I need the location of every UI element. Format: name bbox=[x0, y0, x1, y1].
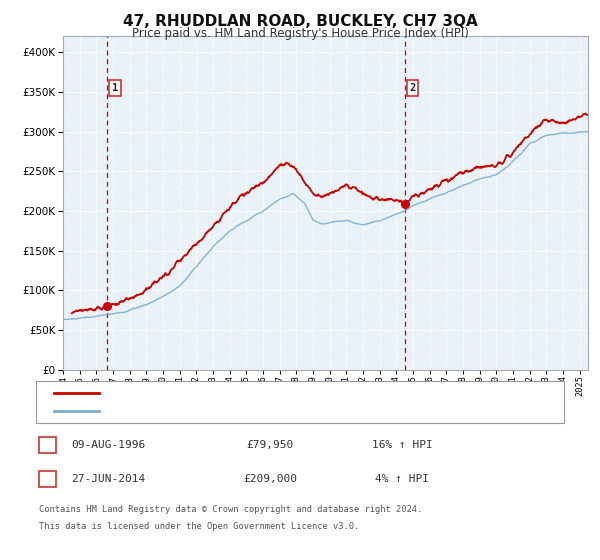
Text: 47, RHUDDLAN ROAD, BUCKLEY, CH7 3QA: 47, RHUDDLAN ROAD, BUCKLEY, CH7 3QA bbox=[122, 14, 478, 29]
Text: £79,950: £79,950 bbox=[247, 440, 293, 450]
Text: 1: 1 bbox=[112, 83, 118, 93]
Text: 47, RHUDDLAN ROAD, BUCKLEY, CH7 3QA (detached house): 47, RHUDDLAN ROAD, BUCKLEY, CH7 3QA (det… bbox=[105, 388, 430, 398]
Text: This data is licensed under the Open Government Licence v3.0.: This data is licensed under the Open Gov… bbox=[39, 522, 359, 531]
Text: £209,000: £209,000 bbox=[243, 474, 297, 484]
Text: Contains HM Land Registry data © Crown copyright and database right 2024.: Contains HM Land Registry data © Crown c… bbox=[39, 505, 422, 515]
Text: 2: 2 bbox=[44, 474, 50, 484]
Text: HPI: Average price, detached house, Flintshire: HPI: Average price, detached house, Flin… bbox=[105, 406, 392, 416]
Text: 2: 2 bbox=[409, 83, 416, 93]
Text: 27-JUN-2014: 27-JUN-2014 bbox=[71, 474, 145, 484]
Text: Price paid vs. HM Land Registry's House Price Index (HPI): Price paid vs. HM Land Registry's House … bbox=[131, 27, 469, 40]
Text: 4% ↑ HPI: 4% ↑ HPI bbox=[375, 474, 429, 484]
Text: 1: 1 bbox=[44, 440, 50, 450]
Text: 16% ↑ HPI: 16% ↑ HPI bbox=[371, 440, 433, 450]
Text: 09-AUG-1996: 09-AUG-1996 bbox=[71, 440, 145, 450]
